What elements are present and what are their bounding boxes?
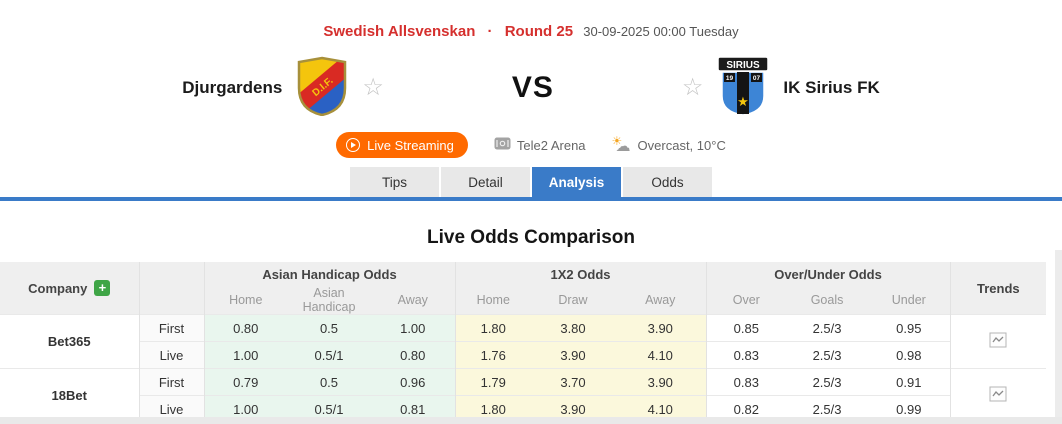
x12-draw-header: Draw [531, 286, 615, 315]
ou-goals-header: Goals [786, 286, 869, 315]
live-streaming-button[interactable]: Live Streaming [336, 132, 468, 158]
x12-odds-value: 3.90 [615, 314, 707, 342]
x12-odds-value: 4.10 [615, 341, 707, 369]
odds-type-label: First [138, 314, 204, 342]
match-header: Swedish Allsvenskan · Round 25 30-09-202… [0, 0, 1062, 42]
tab-analysis[interactable]: Analysis [532, 167, 621, 197]
ah-away-header: Away [371, 286, 455, 315]
trend-chart-icon[interactable] [989, 332, 1007, 348]
section-title: Live Odds Comparison [427, 227, 635, 248]
venue-item: Tele2 Arena [494, 137, 586, 153]
ou-odds-value: 2.5/3 [786, 314, 869, 342]
away-team-name[interactable]: IK Sirius FK [783, 78, 880, 97]
tab-detail[interactable]: Detail [441, 167, 530, 197]
trends-cell [949, 368, 1047, 423]
svg-text:★: ★ [738, 95, 750, 110]
add-company-button[interactable]: + [94, 280, 111, 296]
x12-odds-value: 3.90 [531, 341, 615, 369]
weather-text: Overcast, 10°C [637, 137, 726, 153]
x12-home-header: Home [454, 286, 531, 315]
ah-odds-value: 0.80 [371, 341, 455, 369]
scrollbar[interactable] [1055, 250, 1062, 424]
stadium-icon [494, 137, 511, 153]
away-team: ☆ SIRIUS 19 07 ★ IK Sirius FK [681, 55, 880, 121]
x12-odds-value: 1.79 [454, 368, 531, 396]
trend-chart-icon[interactable] [989, 386, 1007, 402]
ou-odds-value: 2.5/3 [786, 341, 869, 369]
ah-handicap-header: Asian Handicap [287, 286, 371, 315]
svg-text:SIRIUS: SIRIUS [727, 60, 761, 71]
odds-row: 18Bet First 0.79 0.5 0.96 1.79 3.70 3.90 0.83 2.5… [0, 368, 1047, 423]
home-team-name[interactable]: Djurgardens [182, 78, 283, 97]
ou-odds-value: 0.95 [868, 314, 951, 342]
ah-odds-value: 0.96 [371, 368, 455, 396]
x12-odds-value: 1.80 [454, 314, 531, 342]
ah-odds-value: 0.79 [203, 368, 287, 396]
ah-odds-value: 1.00 [203, 341, 287, 369]
home-team: Djurgardens D.I.F. ☆ [182, 56, 384, 121]
type-header [138, 262, 204, 315]
odds-table: Company + Asian Handicap Odds 1X2 Odds O… [0, 262, 1047, 423]
x12-away-header: Away [615, 286, 707, 315]
ou-odds-value: 0.83 [705, 368, 787, 396]
header-dot: · [487, 23, 493, 40]
x12-odds-value: 3.80 [531, 314, 615, 342]
away-favorite-star-icon[interactable]: ☆ [681, 74, 704, 101]
odds-type-label: Live [138, 341, 204, 369]
x12-odds-value: 3.70 [531, 368, 615, 396]
venue-name: Tele2 Arena [516, 137, 586, 153]
ah-home-header: Home [203, 286, 287, 315]
teams-row: Djurgardens D.I.F. ☆ [0, 55, 1062, 121]
round-label: Round 25 [504, 23, 574, 40]
match-datetime: 30-09-2025 00:00 Tuesday [583, 24, 739, 39]
x12-odds-value: 1.76 [454, 341, 531, 369]
trends-cell [949, 314, 1047, 369]
ou-odds-value: 2.5/3 [786, 368, 869, 396]
ou-odds-value: 0.83 [705, 341, 787, 369]
asian-handicap-group-header: Asian Handicap Odds [203, 262, 455, 286]
tab-odds[interactable]: Odds [623, 167, 712, 197]
ah-odds-value: 0.80 [203, 314, 287, 342]
over-under-group-header: Over/Under Odds [705, 262, 951, 286]
bottom-divider [0, 417, 1062, 424]
odds-row: Live 1.00 0.5/1 0.80 1.76 3.90 4.10 0.83 2.5/3 0.… [0, 341, 1046, 369]
match-info-row: Live Streaming Tele2 Arena ☀ ☁ Overcast, … [0, 132, 1062, 158]
league-name[interactable]: Swedish Allsvenskan [323, 23, 476, 40]
ah-odds-value: 0.5/1 [287, 341, 371, 369]
1x2-group-header: 1X2 Odds [454, 262, 707, 286]
trends-header: Trends [949, 262, 1047, 315]
odds-type-label: First [138, 368, 204, 396]
odds-table-body: Bet365 First 0.80 0.5 1.00 1.80 3.80 3.90 0.85 2.… [0, 314, 1047, 423]
company-header-label: Company [28, 280, 88, 296]
company-name[interactable]: Bet365 [0, 314, 139, 369]
away-team-logo-icon: SIRIUS 19 07 ★ [717, 55, 770, 121]
tabs: Tips Detail Analysis Odds [0, 167, 1062, 197]
ah-odds-value: 0.5 [287, 368, 371, 396]
tab-tips[interactable]: Tips [350, 167, 439, 197]
ou-under-header: Under [868, 286, 951, 315]
odds-row: Bet365 First 0.80 0.5 1.00 1.80 3.80 3.90 0.85 2.… [0, 314, 1047, 369]
svg-text:19: 19 [726, 75, 734, 82]
x12-odds-value: 3.90 [615, 368, 707, 396]
play-icon [346, 138, 361, 152]
ou-odds-value: 0.98 [868, 341, 951, 369]
home-team-logo-icon: D.I.F. [296, 56, 348, 121]
ah-odds-value: 1.00 [371, 314, 455, 342]
ou-over-header: Over [705, 286, 787, 315]
home-favorite-star-icon[interactable]: ☆ [362, 74, 384, 101]
live-streaming-label: Live Streaming [367, 137, 454, 153]
ou-odds-value: 0.85 [705, 314, 787, 342]
company-name[interactable]: 18Bet [0, 368, 139, 423]
company-header: Company + [0, 262, 139, 315]
tabs-underline [0, 197, 1062, 201]
vs-label: VS [511, 71, 554, 104]
weather-icon: ☀ ☁ [611, 134, 631, 155]
weather-item: ☀ ☁ Overcast, 10°C [611, 134, 726, 155]
svg-text:07: 07 [753, 75, 761, 82]
ah-odds-value: 0.5 [287, 314, 371, 342]
ou-odds-value: 0.91 [868, 368, 951, 396]
